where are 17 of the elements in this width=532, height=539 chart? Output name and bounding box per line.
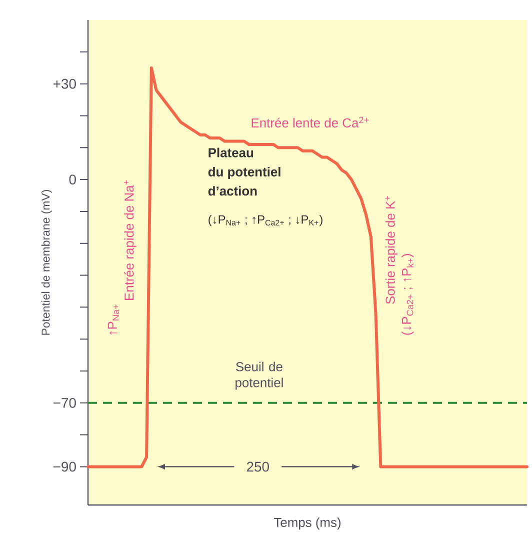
annotation: Entrée rapide de Na$^{+}$ bbox=[124, 180, 136, 300]
annotation: (↓P$_{Na+}$ ; ↑P$_{Ca2+}$ ; ↓P$_{K+}$) bbox=[208, 214, 322, 226]
annotation: ↑P$_{Na+}$ bbox=[108, 304, 120, 334]
annotation: d’action bbox=[208, 186, 257, 196]
y-axis-title: Potentiel de membrane (mV) bbox=[41, 190, 52, 335]
ref-line-label: Seuil de potentiel bbox=[236, 362, 283, 390]
annotation: du potentiel bbox=[208, 166, 280, 180]
y-tick-label: 0 bbox=[69, 174, 76, 184]
annotation: (↓P$_{Ca2+}$ ; ↑P$_{k+}$) bbox=[402, 254, 414, 335]
y-tick-label: +30 bbox=[54, 78, 76, 89]
x-axis-title: Temps (ms) bbox=[274, 518, 340, 530]
annotation: Sortie rapide de K$^{+}$ bbox=[385, 196, 398, 304]
annotation: 250 bbox=[246, 462, 269, 472]
annotation: Entrée lente de Ca$^{2+}$ bbox=[252, 116, 369, 128]
annotation: Plateau bbox=[208, 148, 254, 158]
y-tick-label: −90 bbox=[54, 462, 76, 472]
y-tick-label: −70 bbox=[54, 398, 76, 408]
